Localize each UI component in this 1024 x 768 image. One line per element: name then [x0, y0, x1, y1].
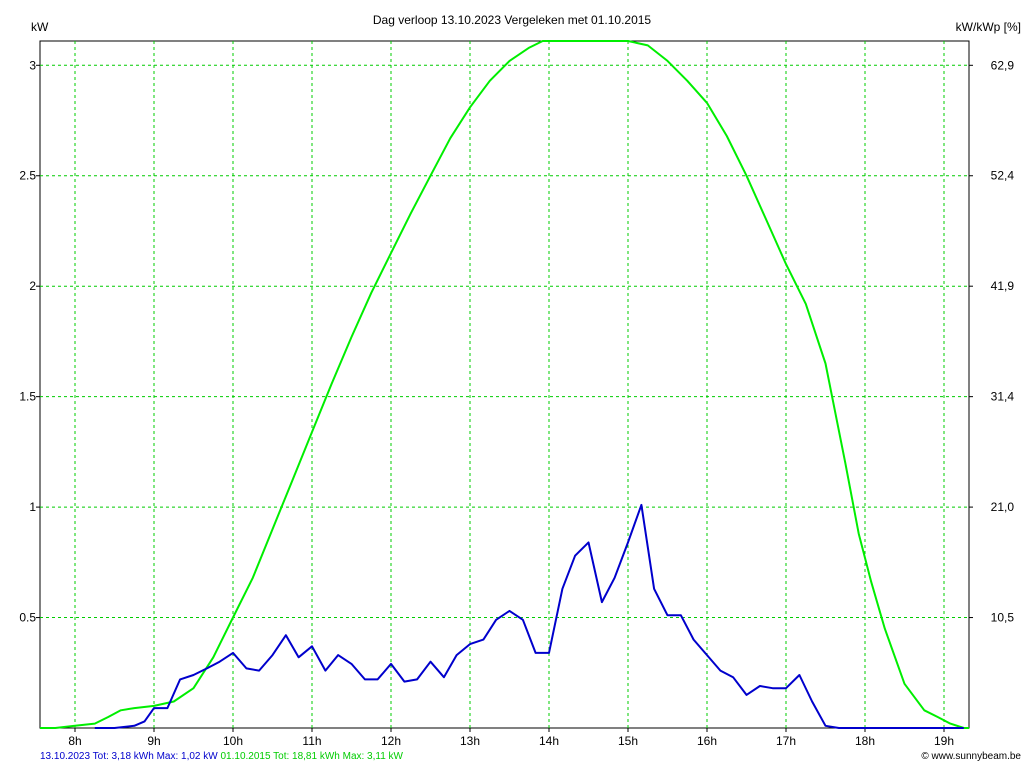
y-right-tick-label: 10,5	[991, 611, 1015, 625]
series-line-01-10-2015	[40, 40, 969, 729]
x-ticks: 8h 9h 10h 11h 12h 13h 14h 15h 16h 17h 18h 19h	[68, 728, 954, 748]
y-ticks-right: 10,5 21,0 31,4 41,9 52,4 62,9	[969, 58, 1015, 625]
y-axis-label-left: kW	[31, 20, 49, 34]
current-day-summary: 13.10.2023 Tot: 3,18 kWh Max: 1,02 kW	[40, 751, 218, 762]
y-right-tick-label: 31,4	[991, 390, 1015, 404]
x-tick-label: 18h	[855, 734, 875, 748]
copyright-icon: ©	[921, 751, 929, 762]
y-tick-label: 3	[29, 58, 36, 72]
chart-footer: 13.10.2023 Tot: 3,18 kWh Max: 1,02 kW 01…	[40, 751, 403, 762]
y-tick-label: 2	[29, 279, 36, 293]
x-tick-label: 8h	[68, 734, 81, 748]
x-tick-label: 19h	[934, 734, 954, 748]
x-tick-label: 14h	[539, 734, 559, 748]
x-tick-label: 10h	[223, 734, 243, 748]
y-tick-label: 1.5	[19, 390, 36, 404]
site-credit[interactable]: © www.sunnybeam.be	[921, 751, 1021, 762]
series-line-13-10-2023	[94, 503, 964, 729]
y-axis-label-right: kW/kWp [%]	[956, 20, 1021, 34]
y-right-tick-label: 52,4	[991, 169, 1015, 183]
y-tick-label: 1	[29, 500, 36, 514]
series-lines	[40, 40, 969, 729]
grid-lines	[40, 41, 969, 728]
y-right-tick-label: 21,0	[991, 500, 1015, 514]
chart-title: Dag verloop 13.10.2023 Vergeleken met 01…	[373, 13, 652, 27]
x-tick-label: 16h	[697, 734, 717, 748]
y-ticks-left: 0.5 1 1.5 2 2.5 3	[19, 58, 40, 625]
y-right-tick-label: 41,9	[991, 279, 1015, 293]
y-right-tick-label: 62,9	[991, 58, 1015, 72]
plot-border	[39, 40, 970, 729]
x-tick-label: 12h	[381, 734, 401, 748]
x-tick-label: 11h	[302, 734, 321, 748]
x-tick-label: 17h	[776, 734, 796, 748]
compare-day-summary: 01.10.2015 Tot: 18,81 kWh Max: 3,11 kW	[220, 751, 403, 762]
x-tick-label: 15h	[618, 734, 638, 748]
credit-text: www.sunnybeam.be	[931, 751, 1022, 762]
y-tick-label: 0.5	[19, 611, 36, 625]
x-tick-label: 13h	[460, 734, 480, 748]
y-tick-label: 2.5	[19, 169, 36, 183]
x-tick-label: 9h	[147, 734, 160, 748]
